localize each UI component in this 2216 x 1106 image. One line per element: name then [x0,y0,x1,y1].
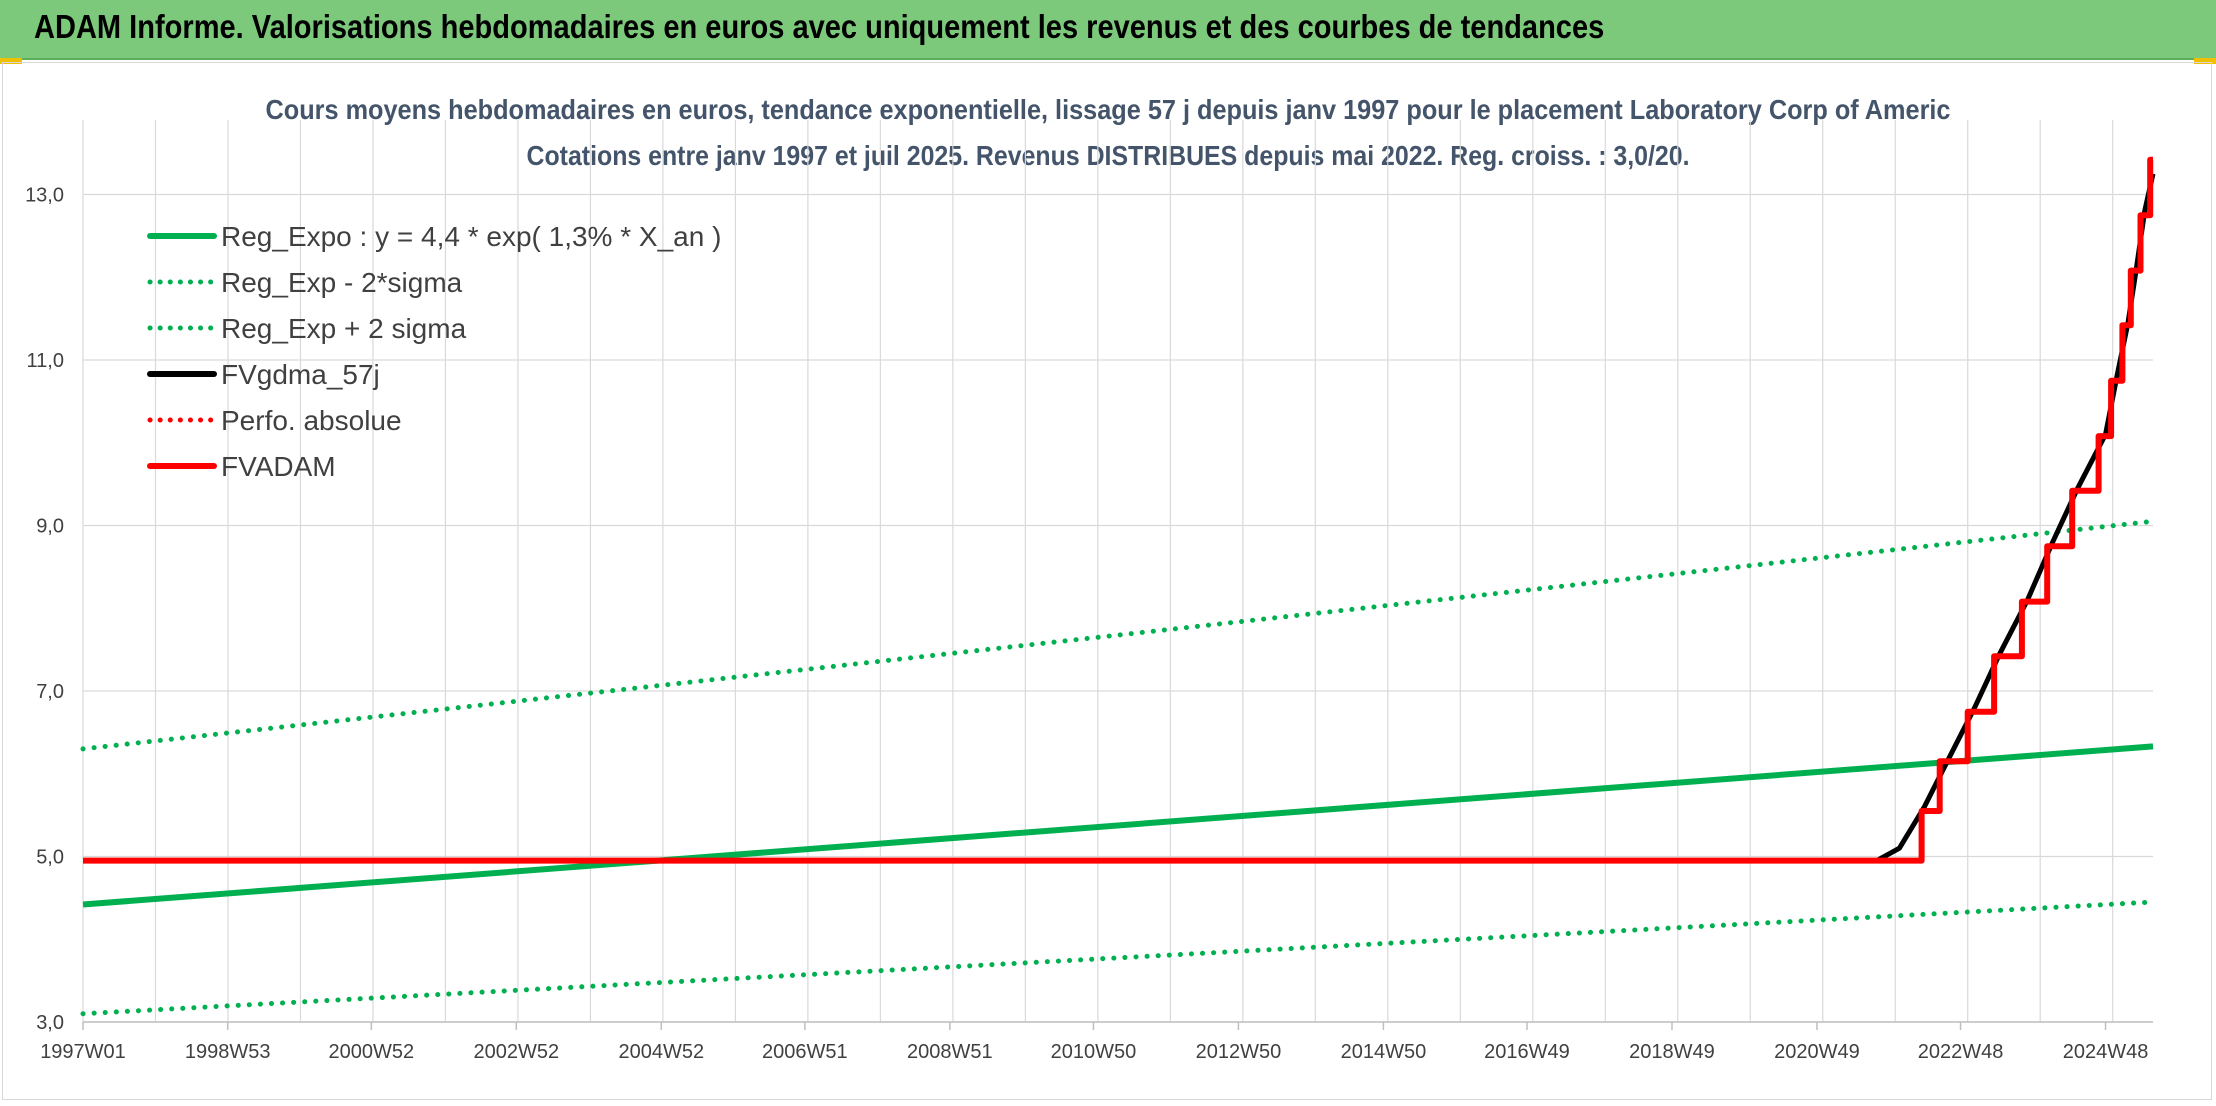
x-tick-label: 2012W50 [1196,1041,1282,1063]
series-layer [80,156,2156,1017]
x-tick-label: 2014W50 [1341,1041,1427,1063]
y-tick-label: 11,0 [27,350,64,372]
legend-label-5: FVADAM [221,451,336,482]
x-tick-label: 1998W53 [185,1041,271,1063]
y-tick-label: 9,0 [36,515,64,537]
chart-title-line2: Cotations entre janv 1997 et juil 2025. … [527,140,1690,171]
series-line-2 [80,518,2156,752]
x-tick-label: 2022W48 [1918,1041,2004,1063]
y-tick-label: 13,0 [25,184,64,206]
y-tick-label: 7,0 [36,681,64,703]
grid [82,120,2153,1023]
legend-label-2: Reg_Exp + 2 sigma [221,313,467,344]
x-tick-label: 2010W50 [1051,1041,1137,1063]
corner-marker-left [0,58,22,64]
report-banner: ADAM Informe. Valorisations hebdomadaire… [0,0,2216,60]
chart-title-line1: Cours moyens hebdomadaires en euros, ten… [266,94,1951,125]
x-tick-label: 1997W01 [40,1041,126,1063]
y-tick-label: 3,0 [36,1012,64,1034]
y-tick-label: 5,0 [36,846,64,868]
legend: Reg_Expo : y = 4,4 * exp( 1,3% * X_an ) R… [147,221,721,482]
report-title: ADAM Informe. Valorisations hebdomadaire… [34,8,1605,45]
x-tick-label: 2002W52 [473,1041,559,1063]
legend-label-3: FVgdma_57j [221,359,380,390]
x-tick-label: 2024W48 [2063,1041,2149,1063]
corner-marker-right [2194,58,2216,64]
x-tick-label: 2006W51 [762,1041,848,1063]
x-tick-label: 2000W52 [329,1041,415,1063]
axes: 3,0 5,0 7,0 9,0 11,0 13,0 1997W01 1998W53 2000W5… [25,184,2153,1063]
series-line-1 [80,899,2156,1017]
legend-label-4: Perfo. absolue [221,405,402,436]
x-tick-label: 2020W49 [1774,1041,1860,1063]
x-tick-label: 2018W49 [1629,1041,1715,1063]
x-tick-label: 2016W49 [1484,1041,1570,1063]
x-tick-label: 2008W51 [907,1041,993,1063]
series-line-5 [83,156,2154,864]
x-tick-label: 2004W52 [618,1041,704,1063]
series-line-0 [82,743,2154,908]
legend-label-1: Reg_Exp - 2*sigma [221,267,463,298]
legend-label-0: Reg_Expo : y = 4,4 * exp( 1,3% * X_an ) [221,221,721,252]
chart-frame [2,62,2212,1100]
